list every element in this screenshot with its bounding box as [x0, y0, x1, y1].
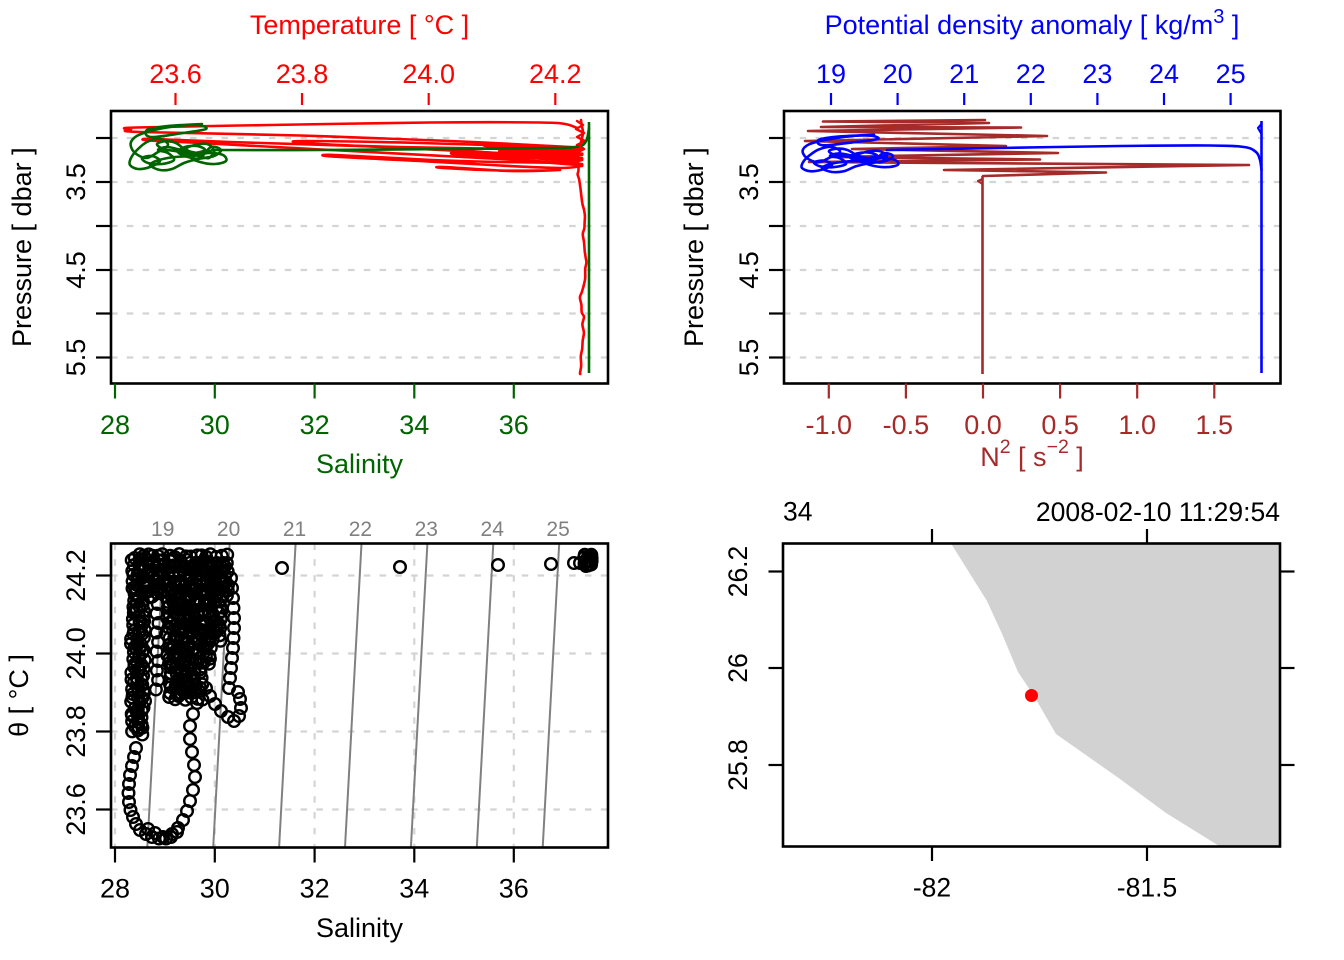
svg-text:32: 32: [300, 874, 330, 904]
svg-text:23.6: 23.6: [149, 59, 202, 89]
svg-text:19: 19: [151, 518, 174, 541]
svg-text:Temperature [ °C ]: Temperature [ °C ]: [250, 10, 469, 40]
svg-text:θ [ °C ]: θ [ °C ]: [4, 654, 34, 737]
svg-text:23.8: 23.8: [61, 705, 91, 758]
svg-text:-81.5: -81.5: [1117, 873, 1177, 903]
svg-text:Salinity: Salinity: [316, 449, 404, 479]
svg-text:26: 26: [723, 653, 753, 682]
svg-text:36: 36: [499, 874, 529, 904]
svg-text:-1.0: -1.0: [806, 410, 853, 440]
svg-text:21: 21: [283, 518, 306, 541]
svg-text:3.5: 3.5: [61, 163, 91, 201]
svg-text:23.6: 23.6: [61, 783, 91, 836]
svg-text:23.8: 23.8: [276, 59, 329, 89]
svg-text:25: 25: [546, 518, 569, 541]
svg-text:30: 30: [200, 410, 230, 440]
svg-text:25.8: 25.8: [723, 739, 753, 791]
svg-text:0.0: 0.0: [964, 410, 1002, 440]
svg-text:34: 34: [783, 497, 812, 527]
svg-text:19: 19: [816, 59, 846, 89]
svg-text:1.5: 1.5: [1196, 410, 1234, 440]
svg-text:4.5: 4.5: [61, 251, 91, 289]
svg-text:23: 23: [415, 518, 438, 541]
svg-text:30: 30: [200, 874, 230, 904]
svg-text:36: 36: [499, 410, 529, 440]
svg-text:4.5: 4.5: [734, 251, 764, 289]
svg-text:23: 23: [1082, 59, 1112, 89]
svg-text:25: 25: [1216, 59, 1246, 89]
svg-text:24.2: 24.2: [61, 549, 91, 602]
svg-text:0.5: 0.5: [1041, 410, 1079, 440]
svg-text:Pressure [ dbar ]: Pressure [ dbar ]: [679, 147, 709, 347]
svg-text:-82: -82: [913, 873, 951, 903]
svg-text:3.5: 3.5: [734, 163, 764, 201]
svg-text:Salinity: Salinity: [316, 913, 404, 943]
svg-text:34: 34: [399, 410, 429, 440]
svg-text:28: 28: [100, 410, 130, 440]
svg-text:N2 [ s−2 ]: N2 [ s−2 ]: [980, 436, 1084, 472]
svg-text:26.2: 26.2: [723, 546, 753, 598]
svg-text:32: 32: [300, 410, 330, 440]
svg-text:22: 22: [1016, 59, 1046, 89]
svg-text:24: 24: [1149, 59, 1179, 89]
svg-text:5.5: 5.5: [734, 339, 764, 377]
svg-text:24.2: 24.2: [529, 59, 582, 89]
svg-text:Potential density anomaly [ kg: Potential density anomaly [ kg/m3 ]: [825, 6, 1240, 40]
svg-text:Pressure [ dbar ]: Pressure [ dbar ]: [7, 147, 37, 347]
svg-text:34: 34: [399, 874, 429, 904]
svg-text:20: 20: [883, 59, 913, 89]
svg-text:24.0: 24.0: [61, 627, 91, 680]
svg-text:24: 24: [481, 518, 505, 541]
svg-text:21: 21: [949, 59, 979, 89]
svg-text:24.0: 24.0: [402, 59, 455, 89]
svg-text:-0.5: -0.5: [883, 410, 930, 440]
svg-text:1.0: 1.0: [1118, 410, 1156, 440]
svg-text:2008-02-10 11:29:54: 2008-02-10 11:29:54: [1036, 497, 1280, 527]
svg-text:5.5: 5.5: [61, 339, 91, 377]
svg-text:28: 28: [100, 874, 130, 904]
svg-text:20: 20: [217, 518, 240, 541]
svg-text:22: 22: [349, 518, 372, 541]
